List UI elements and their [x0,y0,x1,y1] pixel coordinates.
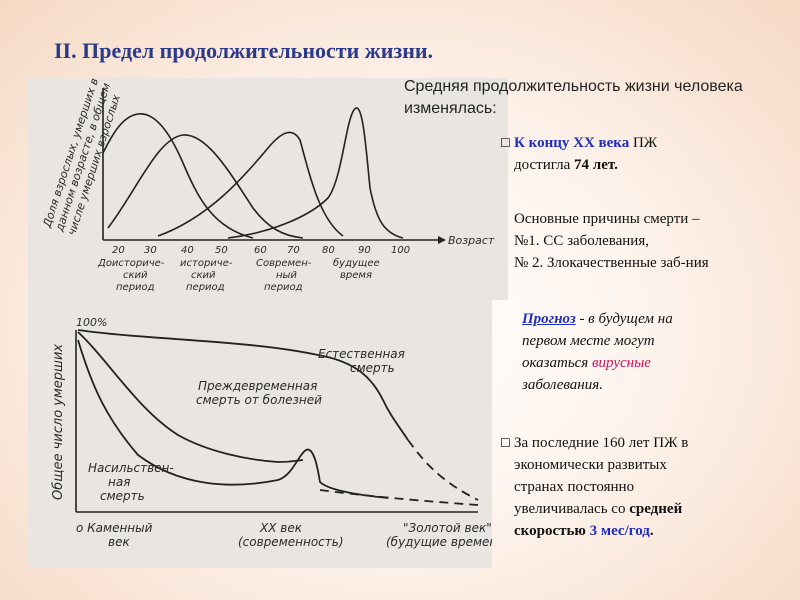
golden-age-label-2: (будущие времена) [386,535,492,549]
period-1-l3: период [116,282,155,293]
bullet2-line1: За последние 160 лет ПЖ в [514,435,689,451]
age-at-death-figure: Доля взрослых, умерших в данном возрасте… [28,78,508,300]
tick-label: 50 [215,245,228,256]
slide-title: II. Предел продолжительности жизни. [54,38,434,63]
x-axis-arrow-icon [438,236,446,244]
causes-line2: №1. СС заболевания, [514,233,649,249]
tick-label: 90 [358,245,371,256]
causes-line3: № 2. Злокачественные заб-ния [514,255,709,271]
stone-age-label-1: о Каменный [76,521,153,535]
future-curve [227,107,404,239]
causes-of-death: Основные причины смерти – №1. СС заболев… [514,208,800,274]
bullet2-line4: увеличивалась со [514,501,630,517]
forecast-line3: оказаться [522,355,593,371]
forecast-text1: - в будущем на [575,311,673,327]
period-4-l2: время [340,270,372,281]
bullet2-line2: экономически развитых [514,457,667,473]
period-4-l1: будущее [333,257,380,269]
tick-label: 70 [287,245,300,256]
modern-label-1: XX век [259,521,303,535]
bullet1-value: 74 лет. [574,157,618,173]
natural-death-curve [77,329,409,441]
bullet-20th-century: ☐ К концу XX века ПЖ достигла 74 лет. [500,132,790,176]
premature-label-2: смерть от болезней [196,393,322,407]
period-3-l1: Современ- [256,258,312,269]
bullet2-line3: странах постоянно [514,479,635,495]
intro-line: Средняя продолжительность жизни человека… [404,78,743,117]
tick-label: 30 [144,245,157,256]
period-2-l1: историче- [180,258,233,269]
period-1-l1: Доисториче- [97,258,165,269]
forecast-block: Прогноз - в будущем на первом месте могу… [522,308,800,396]
top-percent-label: 100% [76,316,107,329]
causes-line1: Основные причины смерти – [514,211,700,227]
tick-label: 80 [322,245,335,256]
bullet1-line2: достигла [514,157,575,173]
bullet-160-years: ☐ За последние 160 лет ПЖ в экономически … [500,432,790,542]
bullet1-lead: К концу XX века [514,135,630,151]
causes-of-death-figure: 100% Общее число умерших Естественная см… [28,300,492,568]
violent-label-1: Насильствен- [88,461,174,475]
intro-text: Средняя продолжительность жизни человека… [404,76,784,120]
bullet2-dot: . [649,523,654,539]
violent-label-3: смерть [100,489,145,503]
modern-label-2: (современность) [238,535,344,549]
period-3-l2: ный [276,270,297,281]
x-axis-label: Возраст [448,234,495,247]
premature-label-1: Преждевременная [198,379,317,393]
violent-death-curve [77,339,389,499]
tick-label: 40 [181,245,194,256]
bullet2-line5: скоростью [514,523,590,539]
forecast-viral: вирусные [592,355,651,371]
checkbox-icon: ☐ [500,136,511,150]
prehistoric-curve [102,113,254,239]
modern-curve [157,131,344,237]
bullet2-rate: 3 мес/год [589,523,650,539]
historic-curve [107,134,304,239]
forecast-line2: первом месте могут [522,333,655,349]
y-axis-label: Общее число умерших [51,344,66,500]
natural-death-dashed [407,439,479,501]
tick-label: 20 [112,245,125,256]
bullet2-line4-bold: средней [629,501,683,517]
period-3-l3: период [264,282,303,293]
forecast-line4: заболевания. [522,377,603,393]
period-2-l3: период [186,282,225,293]
bullet1-mid: ПЖ [629,135,658,151]
natural-label-2: смерть [350,361,395,375]
natural-label-1: Естественная [318,347,405,361]
violent-label-2: ная [108,475,130,489]
forecast-label: Прогноз [522,311,576,327]
violent-death-dashed [319,489,479,506]
stone-age-label-2: век [108,535,130,549]
checkbox-icon: ☐ [500,436,511,450]
premature-death-curve [77,331,304,463]
golden-age-label-1: "Золотой век" [403,521,492,535]
period-2-l2: ский [191,270,216,281]
tick-label: 60 [254,245,267,256]
period-1-l2: ский [123,270,148,281]
tick-label: 100 [391,245,410,256]
